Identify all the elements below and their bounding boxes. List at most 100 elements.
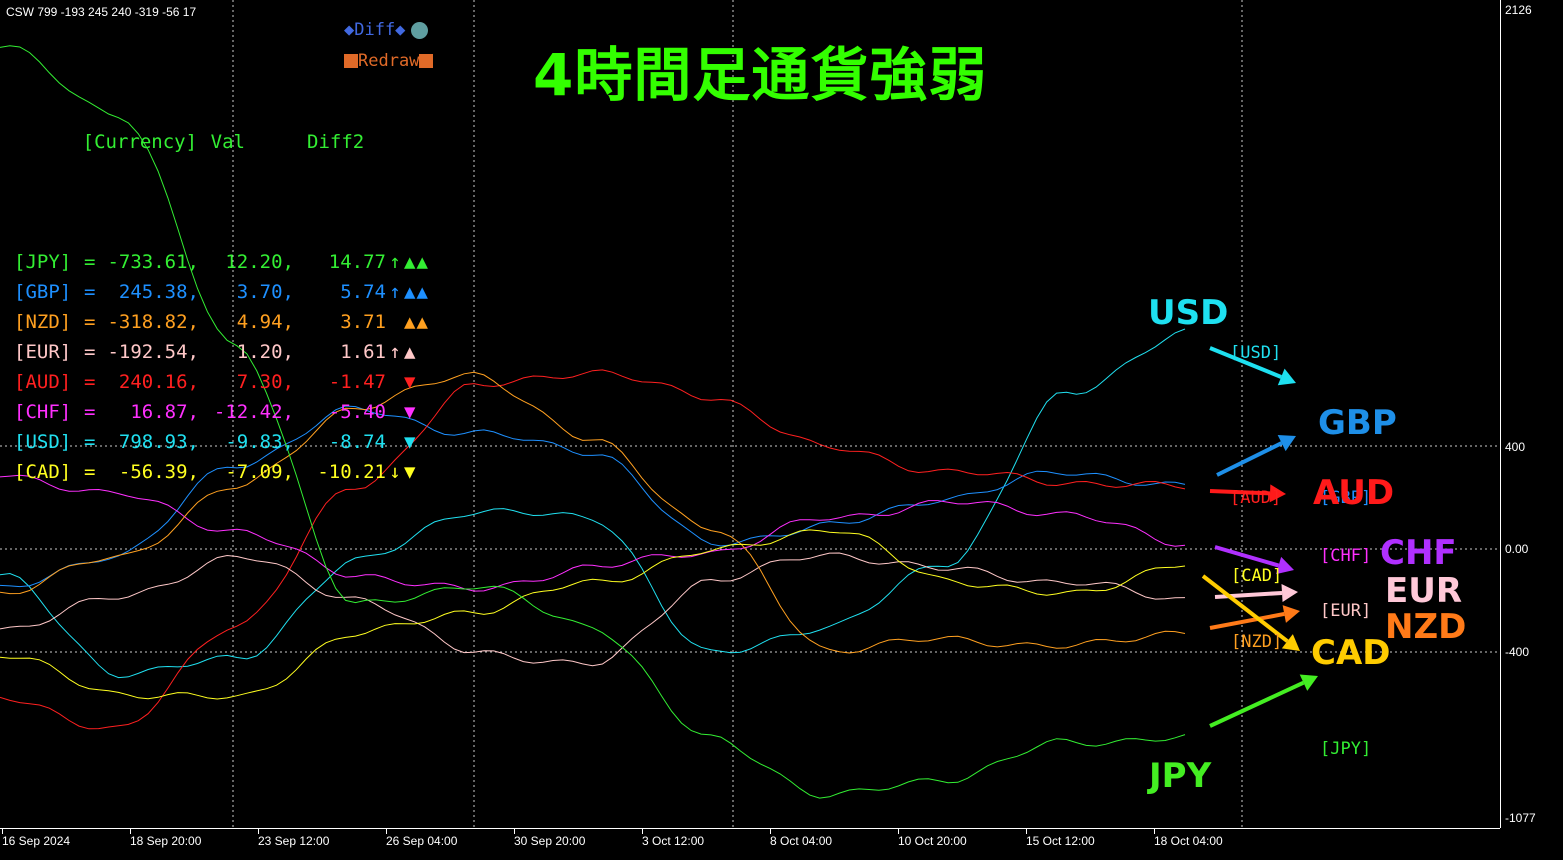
header-diff2: Diff2 (307, 131, 365, 153)
currency-tag-gbp: [GBP] (1320, 488, 1372, 508)
series-line-chf (0, 474, 1186, 592)
trend-arrow-nzd (1209, 605, 1300, 630)
row-diff2: -12.42, (213, 401, 294, 423)
series-line-eur (0, 552, 1186, 667)
redraw-square-icon (344, 54, 358, 68)
x-axis-label: 3 Oct 12:00 (642, 834, 705, 848)
row-currency: [GBP] (14, 281, 72, 303)
currency-tag-jpy: [JPY] (1320, 739, 1372, 759)
row-currency: [AUD] (14, 371, 72, 393)
diff-button[interactable]: ◆Diff◆ (344, 20, 429, 40)
header-val: Val (210, 131, 245, 153)
diff-toggle-dot-icon[interactable] (411, 21, 429, 39)
row-arrow: ↑ (389, 251, 401, 273)
x-axis-label: 23 Sep 12:00 (258, 834, 330, 848)
series-line-gbp (0, 405, 1186, 588)
row-val: -56.39, (118, 461, 199, 483)
y-axis-label: 2126 (1505, 3, 1532, 17)
row-diff2: -9.83, (225, 431, 294, 453)
currency-tag-aud: [AUD] (1230, 488, 1282, 508)
y-axis-label: 0.00 (1505, 542, 1529, 556)
row-diff: -1.47 (328, 371, 386, 393)
redraw-button[interactable]: Redraw (344, 51, 434, 71)
x-axis-tick (1154, 829, 1155, 834)
row-diff2: -7.09, (225, 461, 294, 483)
row-diff: 1.61 (340, 341, 386, 363)
x-axis-label: 18 Oct 04:00 (1154, 834, 1223, 848)
row-diff2: 3.70, (236, 281, 294, 303)
x-axis-tick (642, 829, 643, 834)
row-arrow: ↓ (389, 461, 401, 483)
currency-table-header: [Currency] Val Diff2 (14, 97, 446, 187)
row-trend-icon: ▼ (404, 371, 417, 393)
currency-label-gbp: GBP (1318, 403, 1397, 443)
redraw-square-icon (419, 54, 434, 68)
trend-arrow-usd (1209, 346, 1296, 386)
row-arrow: ↑ (389, 281, 401, 303)
row-equals: = (84, 371, 96, 393)
row-trend-icon: ▲ (404, 341, 417, 363)
row-trend-icon: ▼ (404, 401, 417, 423)
currency-label-eur: EUR (1385, 571, 1463, 611)
series-line-aud (0, 369, 1186, 730)
diff-button-label: ◆Diff◆ (344, 20, 406, 40)
currency-row-usd: [USD] = 798.93, -9.83, -8.74 ▼ (14, 427, 446, 457)
chart-title: 4時間足通貨強弱 (533, 41, 988, 109)
chart-area[interactable]: CSW 799 -193 245 240 -319 -56 17 ◆Diff◆ … (0, 0, 1500, 828)
currency-label-cad: CAD (1311, 633, 1391, 673)
row-val: 16.87, (130, 401, 199, 423)
header-currency: [Currency] (82, 131, 198, 153)
x-axis-tick (770, 829, 771, 834)
currency-row-nzd: [NZD] = -318.82, 4.94, 3.71 ▲▲ (14, 307, 446, 337)
row-equals: = (84, 251, 96, 273)
x-axis-tick (130, 829, 131, 834)
time-axis[interactable]: 16 Sep 2024 18 Sep 20:00 23 Sep 12:00 26 Se… (0, 828, 1500, 860)
x-axis-label: 10 Oct 20:00 (898, 834, 967, 848)
strength-chart (0, 0, 1500, 828)
x-axis-tick (386, 829, 387, 834)
series-line-jpy (0, 45, 1186, 799)
currency-row-gbp: [GBP] = 245.38, 3.70, 5.74 ↑ ▲▲ (14, 277, 446, 307)
row-equals: = (84, 281, 96, 303)
row-diff2: 7.30, (236, 371, 294, 393)
row-val: -192.54, (107, 341, 199, 363)
currency-row-cad: [CAD] = -56.39, -7.09, -10.21 ↓ ▼ (14, 457, 446, 487)
row-equals: = (84, 341, 96, 363)
price-axis[interactable]: 2126 400 0.00 -400 -1077 (1500, 0, 1563, 828)
currency-tag-nzd: [NZD] (1231, 632, 1283, 652)
x-axis-label: 15 Oct 12:00 (1026, 834, 1095, 848)
redraw-button-label: Redraw (358, 51, 420, 71)
row-trend-icon: ▲▲ (404, 281, 429, 303)
currency-label-jpy: JPY (1149, 756, 1212, 796)
currency-tag-usd: [USD] (1230, 343, 1282, 363)
row-equals: = (84, 311, 96, 333)
row-val: -318.82, (107, 311, 199, 333)
x-axis-tick (1026, 829, 1027, 834)
x-axis-tick (2, 829, 3, 834)
trend-arrow-gbp (1216, 435, 1296, 477)
row-trend-icon: ▼ (404, 431, 417, 453)
x-axis-tick (514, 829, 515, 834)
currency-row-jpy: [JPY] = -733.61, 12.20, 14.77 ↑ ▲▲ (14, 247, 446, 277)
row-diff: -10.21 (317, 461, 386, 483)
trend-arrow-aud (1209, 484, 1286, 503)
y-axis-label: -1077 (1505, 811, 1536, 825)
row-val: 798.93, (118, 431, 199, 453)
row-diff: 5.74 (340, 281, 386, 303)
currency-label-usd: USD (1148, 293, 1229, 333)
currency-tag-eur: [EUR] (1320, 601, 1372, 621)
series-line-usd (0, 328, 1186, 679)
indicator-info-line: CSW 799 -193 245 240 -319 -56 17 (6, 5, 197, 19)
row-equals: = (84, 431, 96, 453)
currency-label-nzd: NZD (1385, 607, 1467, 647)
row-trend-icon: ▲▲ (404, 311, 429, 333)
row-diff2: 12.20, (225, 251, 294, 273)
row-diff: 3.71 (340, 311, 386, 333)
row-val: -733.61, (107, 251, 199, 273)
trend-arrow-cad (1201, 574, 1300, 651)
x-axis-label: 8 Oct 04:00 (770, 834, 833, 848)
currency-table-rows: [JPY] = -733.61, 12.20, 14.77 ↑ ▲▲ [GBP] = 245.38… (14, 247, 446, 487)
x-axis-label: 30 Sep 20:00 (514, 834, 586, 848)
row-currency: [CAD] (14, 461, 72, 483)
row-currency: [JPY] (14, 251, 72, 273)
